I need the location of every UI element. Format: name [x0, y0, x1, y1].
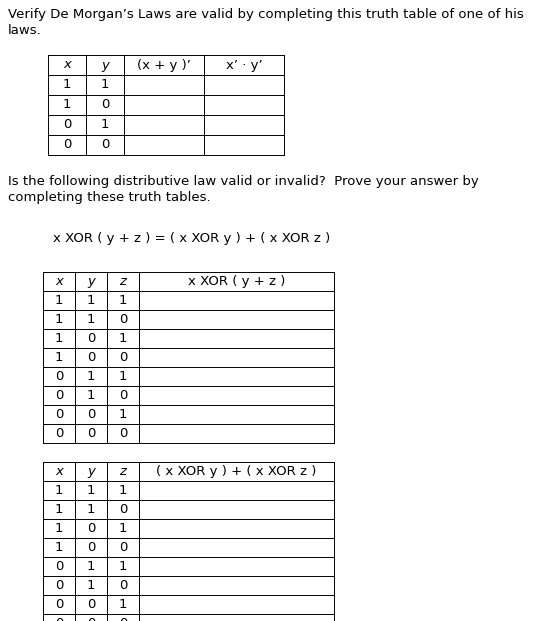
Text: x XOR ( y + z ): x XOR ( y + z ) — [188, 275, 285, 288]
Text: 1: 1 — [55, 541, 63, 554]
Text: Is the following distributive law valid or invalid?  Prove your answer by: Is the following distributive law valid … — [8, 175, 479, 188]
Text: 0: 0 — [87, 351, 95, 364]
Text: x XOR ( y + z ) = ( x XOR y ) + ( x XOR z ): x XOR ( y + z ) = ( x XOR y ) + ( x XOR … — [53, 232, 330, 245]
Text: 1: 1 — [55, 332, 63, 345]
Text: ( x XOR y ) + ( x XOR z ): ( x XOR y ) + ( x XOR z ) — [156, 465, 317, 478]
Text: 0: 0 — [55, 408, 63, 421]
Text: 0: 0 — [87, 332, 95, 345]
Text: 1: 1 — [119, 484, 127, 497]
Text: 1: 1 — [119, 522, 127, 535]
Text: 1: 1 — [55, 503, 63, 516]
Text: 0: 0 — [87, 617, 95, 621]
Text: 0: 0 — [87, 522, 95, 535]
Text: x: x — [55, 275, 63, 288]
Text: 1: 1 — [63, 99, 71, 112]
Text: 0: 0 — [55, 598, 63, 611]
Text: 1: 1 — [119, 560, 127, 573]
Text: 0: 0 — [119, 617, 127, 621]
Text: z: z — [120, 465, 127, 478]
Text: 1: 1 — [87, 503, 95, 516]
Text: x: x — [63, 58, 71, 71]
Text: Verify De Morgan’s Laws are valid by completing this truth table of one of his: Verify De Morgan’s Laws are valid by com… — [8, 8, 524, 21]
Text: 1: 1 — [55, 484, 63, 497]
Text: 0: 0 — [55, 389, 63, 402]
Text: 0: 0 — [101, 138, 109, 152]
Text: 0: 0 — [119, 503, 127, 516]
Text: 0: 0 — [55, 370, 63, 383]
Text: 1: 1 — [87, 370, 95, 383]
Text: 1: 1 — [87, 484, 95, 497]
Text: 1: 1 — [55, 351, 63, 364]
Text: 1: 1 — [87, 579, 95, 592]
Text: 1: 1 — [55, 522, 63, 535]
Text: 1: 1 — [87, 313, 95, 326]
Text: 1: 1 — [119, 598, 127, 611]
Text: 0: 0 — [55, 617, 63, 621]
Text: 0: 0 — [63, 119, 71, 132]
Text: y: y — [101, 58, 109, 71]
Text: 0: 0 — [119, 351, 127, 364]
Text: x’ · y’: x’ · y’ — [226, 58, 262, 71]
Text: 1: 1 — [119, 294, 127, 307]
Text: 1: 1 — [101, 119, 109, 132]
Text: 1: 1 — [55, 313, 63, 326]
Text: 0: 0 — [87, 427, 95, 440]
Text: 0: 0 — [119, 313, 127, 326]
Text: 0: 0 — [119, 389, 127, 402]
Text: 0: 0 — [55, 560, 63, 573]
Text: y: y — [87, 465, 95, 478]
Text: 0: 0 — [119, 579, 127, 592]
Text: 1: 1 — [119, 370, 127, 383]
Text: y: y — [87, 275, 95, 288]
Text: 0: 0 — [87, 408, 95, 421]
Text: laws.: laws. — [8, 24, 42, 37]
Text: 1: 1 — [63, 78, 71, 91]
Text: 1: 1 — [119, 332, 127, 345]
Text: 1: 1 — [101, 78, 109, 91]
Text: 0: 0 — [55, 427, 63, 440]
Text: 1: 1 — [55, 294, 63, 307]
Text: 0: 0 — [87, 598, 95, 611]
Text: 1: 1 — [119, 408, 127, 421]
Text: completing these truth tables.: completing these truth tables. — [8, 191, 210, 204]
Text: 1: 1 — [87, 294, 95, 307]
Text: (x + y )’: (x + y )’ — [137, 58, 191, 71]
Text: z: z — [120, 275, 127, 288]
Text: 1: 1 — [87, 389, 95, 402]
Text: 1: 1 — [87, 560, 95, 573]
Text: 0: 0 — [55, 579, 63, 592]
Text: 0: 0 — [119, 427, 127, 440]
Text: 0: 0 — [63, 138, 71, 152]
Text: x: x — [55, 465, 63, 478]
Text: 0: 0 — [119, 541, 127, 554]
Text: 0: 0 — [101, 99, 109, 112]
Text: 0: 0 — [87, 541, 95, 554]
